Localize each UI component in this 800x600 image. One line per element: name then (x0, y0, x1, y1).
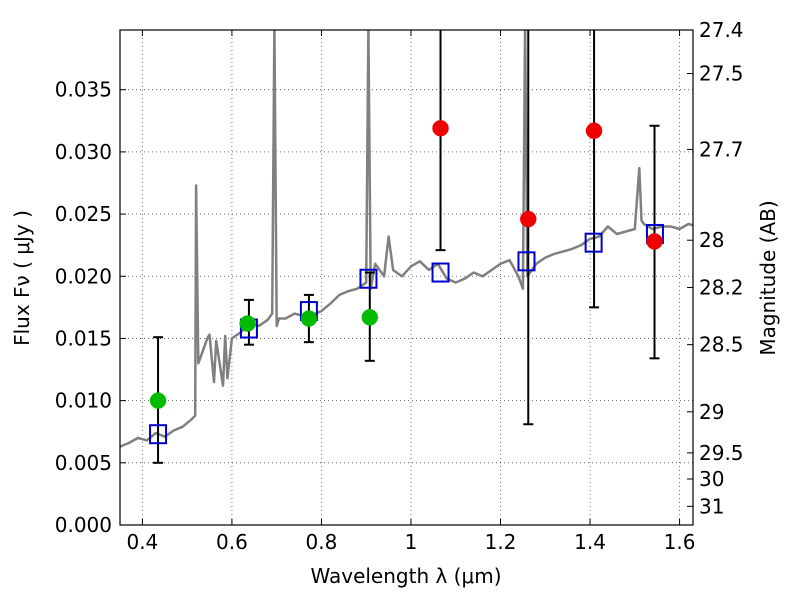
right-tick-label: 29 (699, 400, 724, 424)
observed-fluxes (149, 120, 663, 409)
y-tick-label: 0.010 (55, 389, 112, 413)
model-photometry-point (359, 268, 378, 289)
model-photometry-point (431, 262, 450, 283)
upper-limit-point (646, 233, 663, 250)
detection-point (300, 310, 318, 327)
right-tick-label: 28 (699, 228, 724, 252)
right-tick-label: 27.7 (699, 137, 744, 161)
x-axis-label: Wavelength λ (μm) (310, 564, 501, 588)
x-tick-labels: 0.4 0.6 0.8 1 1.2 1.4 1.6 (126, 530, 695, 554)
right-tick-label: 28.2 (699, 275, 744, 299)
x-tick-label: 1.4 (574, 530, 606, 554)
grid (120, 30, 693, 526)
right-tick-labels: 27.4 27.5 27.7 28 28.2 28.5 29 29.530 31 (699, 18, 744, 518)
x-tick-label: 1.6 (664, 530, 696, 554)
upper-limit-point (585, 122, 603, 139)
error-bars (153, 30, 660, 464)
y-axis-label: Flux Fν ( μJy ) (10, 210, 34, 346)
y-tick-label: 0.005 (55, 451, 112, 475)
model-spectrum (120, 30, 693, 448)
right-tick-label: 28.5 (699, 333, 744, 357)
model-photometry-point (584, 232, 603, 253)
y-tick-labels: 0.000 0.005 0.010 0.015 0.020 0.025 0.030 0.035 (55, 78, 112, 537)
y-tick-label: 0.000 (55, 513, 112, 537)
y-tick-label: 0.015 (55, 326, 112, 350)
detection-point (361, 309, 379, 326)
y-tick-label: 0.035 (55, 78, 112, 102)
ticks (120, 29, 693, 526)
x-tick-label: 0.6 (216, 530, 248, 554)
right-tick-label: 27.5 (699, 62, 744, 86)
upper-limit-point (520, 210, 537, 228)
model-photometry-point (149, 424, 168, 445)
plot-area (120, 30, 693, 464)
spectrum-line (120, 30, 693, 448)
right-tick-label: 29.5 (699, 441, 744, 465)
plot-frame (119, 29, 694, 526)
right-tick-label: 30 (699, 467, 724, 491)
right-tick-label: 31 (699, 494, 724, 518)
detection-point (149, 392, 167, 409)
detection-point (239, 315, 256, 332)
x-tick-label: 1.2 (485, 530, 517, 554)
upper-limit-point (432, 120, 449, 137)
right-axis-label: Magnitude (AB) (756, 200, 780, 355)
x-tick-label: 0.4 (126, 530, 158, 554)
y-tick-label: 0.030 (55, 140, 112, 164)
model-photometry (149, 223, 664, 445)
model-photometry-point (517, 251, 536, 272)
right-tick-label: 27.4 (699, 18, 744, 42)
y-tick-label: 0.020 (55, 264, 112, 288)
x-tick-label: 0.8 (306, 530, 338, 554)
x-tick-label: 1 (405, 530, 418, 554)
y-tick-label: 0.025 (55, 202, 112, 226)
